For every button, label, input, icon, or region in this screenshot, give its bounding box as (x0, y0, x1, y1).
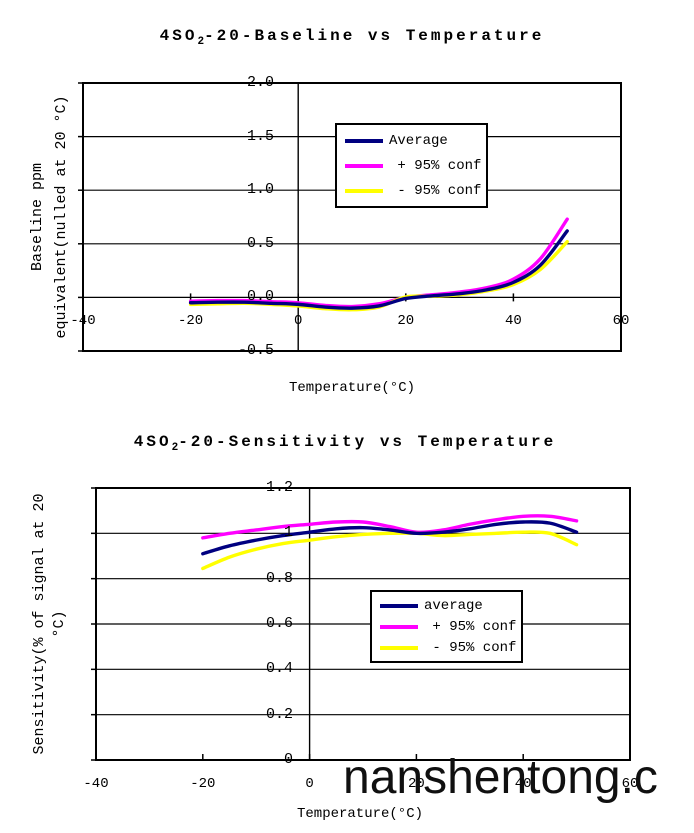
title-text: 4SO (159, 27, 198, 45)
title-text: 4SO (133, 433, 172, 451)
legend-line-swatch (345, 188, 383, 193)
series-line (201, 520, 579, 556)
title-text: -20-Baseline vs Temperature (204, 27, 545, 45)
sensitivity-y-axis-label-line1: Sensitivity(% of signal at 20 (31, 493, 48, 755)
legend-label: + 95% conf (424, 618, 517, 635)
series-line (201, 530, 579, 571)
legend-line-swatch (380, 645, 418, 650)
y-tick-label: -0.5 (237, 342, 274, 359)
series-line (188, 229, 569, 310)
legend-entry: + 95% conf (380, 616, 517, 637)
sensitivity-chart-title: 4SO2-20-Sensitivity vs Temperature (76, 433, 614, 454)
sensitivity-x-axis-label: Temperature(°C) (296, 806, 424, 822)
y-tick-label: 0.5 (246, 234, 274, 252)
legend-label: - 95% conf (424, 639, 517, 656)
x-tick-label: 20 (397, 313, 415, 329)
x-tick-label: 0 (293, 313, 303, 329)
title-text: -20-Sensitivity vs Temperature (178, 433, 557, 451)
legend-label: + 95% conf (389, 157, 482, 174)
legend-label: Average (389, 132, 448, 149)
y-tick-label: 0.2 (265, 705, 293, 723)
series-line (201, 514, 579, 540)
y-tick-label: 0.8 (265, 569, 293, 587)
title-subscript: 2 (197, 36, 205, 49)
plot-border (82, 82, 622, 352)
y-tick-label: 1.5 (246, 127, 274, 145)
legend-label: - 95% conf (389, 182, 482, 199)
baseline-chart-title: 4SO2-20-Baseline vs Temperature (83, 27, 621, 48)
y-tick-label: 2.0 (246, 74, 274, 91)
x-tick-label: -40 (70, 313, 96, 329)
baseline-legend: Average + 95% conf - 95% conf (335, 123, 488, 208)
y-tick-label: 1.0 (246, 181, 274, 199)
plot-border (95, 487, 631, 761)
y-tick-label: 1.2 (265, 479, 293, 496)
legend-entry: Average (345, 128, 478, 153)
legend-entry: average (380, 595, 513, 616)
legend-line-swatch (380, 624, 418, 629)
x-tick-label: 60 (612, 313, 630, 329)
x-tick-label: -20 (177, 313, 204, 329)
y-tick-label: 1 (283, 524, 293, 542)
x-tick-label: 60 (621, 776, 639, 792)
legend-entry: - 95% conf (380, 637, 517, 658)
baseline-y-axis-label-line1: Baseline ppm (29, 162, 46, 272)
watermark-text: nanshentong.c (343, 751, 658, 804)
title-subscript: 2 (171, 442, 179, 455)
sensitivity-y-axis-label-line2: °C) (51, 610, 68, 638)
y-tick-label: 0.0 (246, 288, 274, 306)
y-tick-label: 0.6 (265, 615, 293, 632)
legend-line-swatch (345, 163, 383, 168)
x-tick-label: -20 (190, 776, 216, 792)
sensitivity-legend: average + 95% conf - 95% conf (370, 590, 523, 663)
legend-line-swatch (380, 603, 418, 608)
x-tick-label: 40 (504, 313, 522, 329)
y-tick-label: 0 (283, 751, 293, 768)
y-tick-label: 0.4 (265, 660, 293, 678)
legend-entry: - 95% conf (345, 178, 482, 203)
x-tick-label: 0 (305, 776, 314, 792)
x-tick-label: -40 (83, 776, 109, 792)
legend-entry: + 95% conf (345, 153, 482, 178)
x-tick-label: 40 (514, 776, 532, 792)
x-tick-label: 20 (407, 776, 425, 792)
legend-line-swatch (345, 138, 383, 143)
baseline-x-axis-label: Temperature(°C) (288, 380, 416, 396)
legend-label: average (424, 597, 483, 614)
